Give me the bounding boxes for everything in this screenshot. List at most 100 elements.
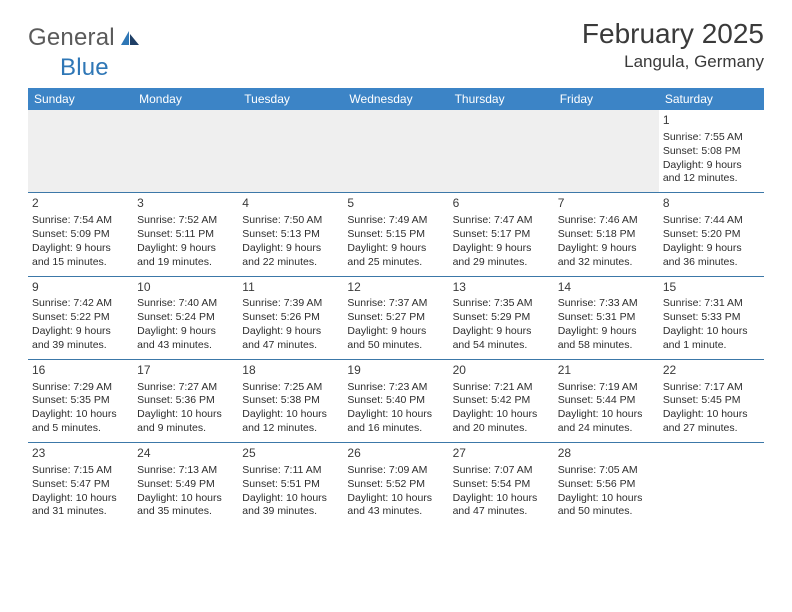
calendar-cell: 16Sunrise: 7:29 AMSunset: 5:35 PMDayligh… xyxy=(28,359,133,442)
sunrise-text: Sunrise: 7:31 AM xyxy=(663,297,760,311)
daylight-text: Daylight: 9 hours xyxy=(32,242,129,256)
calendar-cell: 4Sunrise: 7:50 AMSunset: 5:13 PMDaylight… xyxy=(238,193,343,276)
sunrise-text: Sunrise: 7:49 AM xyxy=(347,214,444,228)
location-label: Langula, Germany xyxy=(582,52,764,72)
daylight-text: Daylight: 10 hours xyxy=(32,408,129,422)
daylight-text: and 47 minutes. xyxy=(242,339,339,353)
calendar-cell: 25Sunrise: 7:11 AMSunset: 5:51 PMDayligh… xyxy=(238,443,343,526)
daylight-text: and 9 minutes. xyxy=(137,422,234,436)
daylight-text: and 29 minutes. xyxy=(453,256,550,270)
daylight-text: and 32 minutes. xyxy=(558,256,655,270)
sunset-text: Sunset: 5:38 PM xyxy=(242,394,339,408)
daylight-text: Daylight: 9 hours xyxy=(453,325,550,339)
weekday-header: Tuesday xyxy=(238,88,343,110)
sunrise-text: Sunrise: 7:29 AM xyxy=(32,381,129,395)
daylight-text: and 36 minutes. xyxy=(663,256,760,270)
sunset-text: Sunset: 5:24 PM xyxy=(137,311,234,325)
title-block: February 2025 Langula, Germany xyxy=(582,18,764,72)
weekday-header: Sunday xyxy=(28,88,133,110)
daylight-text: and 39 minutes. xyxy=(32,339,129,353)
daylight-text: Daylight: 9 hours xyxy=(663,242,760,256)
daylight-text: and 31 minutes. xyxy=(32,505,129,519)
daylight-text: Daylight: 9 hours xyxy=(663,159,760,173)
calendar-body: 1Sunrise: 7:55 AMSunset: 5:08 PMDaylight… xyxy=(28,110,764,525)
sunrise-text: Sunrise: 7:46 AM xyxy=(558,214,655,228)
calendar-cell: 11Sunrise: 7:39 AMSunset: 5:26 PMDayligh… xyxy=(238,276,343,359)
sunrise-text: Sunrise: 7:05 AM xyxy=(558,464,655,478)
daylight-text: Daylight: 10 hours xyxy=(347,492,444,506)
sunset-text: Sunset: 5:27 PM xyxy=(347,311,444,325)
sunset-text: Sunset: 5:13 PM xyxy=(242,228,339,242)
sunset-text: Sunset: 5:40 PM xyxy=(347,394,444,408)
day-number: 14 xyxy=(558,280,655,296)
sunset-text: Sunset: 5:35 PM xyxy=(32,394,129,408)
calendar-table: Sunday Monday Tuesday Wednesday Thursday… xyxy=(28,88,764,525)
calendar-cell: 9Sunrise: 7:42 AMSunset: 5:22 PMDaylight… xyxy=(28,276,133,359)
calendar-cell: 7Sunrise: 7:46 AMSunset: 5:18 PMDaylight… xyxy=(554,193,659,276)
daylight-text: and 16 minutes. xyxy=(347,422,444,436)
daylight-text: Daylight: 10 hours xyxy=(663,408,760,422)
calendar-cell: 2Sunrise: 7:54 AMSunset: 5:09 PMDaylight… xyxy=(28,193,133,276)
day-number: 9 xyxy=(32,280,129,296)
sunrise-text: Sunrise: 7:47 AM xyxy=(453,214,550,228)
calendar-cell: 17Sunrise: 7:27 AMSunset: 5:36 PMDayligh… xyxy=(133,359,238,442)
sunset-text: Sunset: 5:52 PM xyxy=(347,478,444,492)
daylight-text: and 19 minutes. xyxy=(137,256,234,270)
calendar-cell: 19Sunrise: 7:23 AMSunset: 5:40 PMDayligh… xyxy=(343,359,448,442)
daylight-text: Daylight: 9 hours xyxy=(137,242,234,256)
daylight-text: and 47 minutes. xyxy=(453,505,550,519)
sunrise-text: Sunrise: 7:17 AM xyxy=(663,381,760,395)
calendar-cell: 22Sunrise: 7:17 AMSunset: 5:45 PMDayligh… xyxy=(659,359,764,442)
day-number: 2 xyxy=(32,196,129,212)
daylight-text: Daylight: 9 hours xyxy=(558,242,655,256)
sail-icon xyxy=(119,26,141,54)
month-title: February 2025 xyxy=(582,18,764,50)
calendar-cell: 18Sunrise: 7:25 AMSunset: 5:38 PMDayligh… xyxy=(238,359,343,442)
sunrise-text: Sunrise: 7:19 AM xyxy=(558,381,655,395)
day-number: 18 xyxy=(242,363,339,379)
brand-part2: Blue xyxy=(60,54,109,81)
sunrise-text: Sunrise: 7:55 AM xyxy=(663,131,760,145)
sunset-text: Sunset: 5:44 PM xyxy=(558,394,655,408)
day-number: 20 xyxy=(453,363,550,379)
calendar-cell: 5Sunrise: 7:49 AMSunset: 5:15 PMDaylight… xyxy=(343,193,448,276)
calendar-cell: 23Sunrise: 7:15 AMSunset: 5:47 PMDayligh… xyxy=(28,443,133,526)
calendar-cell xyxy=(659,443,764,526)
day-number: 13 xyxy=(453,280,550,296)
daylight-text: Daylight: 10 hours xyxy=(137,408,234,422)
sunrise-text: Sunrise: 7:42 AM xyxy=(32,297,129,311)
sunrise-text: Sunrise: 7:33 AM xyxy=(558,297,655,311)
daylight-text: Daylight: 9 hours xyxy=(453,242,550,256)
sunrise-text: Sunrise: 7:40 AM xyxy=(137,297,234,311)
day-number: 27 xyxy=(453,446,550,462)
day-number: 19 xyxy=(347,363,444,379)
sunset-text: Sunset: 5:15 PM xyxy=(347,228,444,242)
day-number: 22 xyxy=(663,363,760,379)
daylight-text: and 39 minutes. xyxy=(242,505,339,519)
calendar-week-row: 9Sunrise: 7:42 AMSunset: 5:22 PM Daylight… xyxy=(28,276,764,359)
sunset-text: Sunset: 5:20 PM xyxy=(663,228,760,242)
daylight-text: and 25 minutes. xyxy=(347,256,444,270)
calendar-cell: 15Sunrise: 7:31 AMSunset: 5:33 PMDayligh… xyxy=(659,276,764,359)
sunrise-text: Sunrise: 7:35 AM xyxy=(453,297,550,311)
daylight-text: Daylight: 9 hours xyxy=(242,325,339,339)
calendar-cell xyxy=(554,110,659,193)
sunset-text: Sunset: 5:08 PM xyxy=(663,145,760,159)
daylight-text: and 43 minutes. xyxy=(347,505,444,519)
day-number: 1 xyxy=(663,113,760,129)
sunrise-text: Sunrise: 7:52 AM xyxy=(137,214,234,228)
day-number: 10 xyxy=(137,280,234,296)
sunrise-text: Sunrise: 7:11 AM xyxy=(242,464,339,478)
day-number: 21 xyxy=(558,363,655,379)
day-number: 17 xyxy=(137,363,234,379)
daylight-text: and 5 minutes. xyxy=(32,422,129,436)
daylight-text: Daylight: 10 hours xyxy=(242,492,339,506)
day-number: 24 xyxy=(137,446,234,462)
calendar-cell: 12Sunrise: 7:37 AMSunset: 5:27 PMDayligh… xyxy=(343,276,448,359)
sunset-text: Sunset: 5:22 PM xyxy=(32,311,129,325)
sunset-text: Sunset: 5:49 PM xyxy=(137,478,234,492)
calendar-cell: 3Sunrise: 7:52 AMSunset: 5:11 PMDaylight… xyxy=(133,193,238,276)
calendar-cell xyxy=(343,110,448,193)
sunrise-text: Sunrise: 7:09 AM xyxy=(347,464,444,478)
page-header: General Blue February 2025 Langula, Germ… xyxy=(28,18,764,82)
